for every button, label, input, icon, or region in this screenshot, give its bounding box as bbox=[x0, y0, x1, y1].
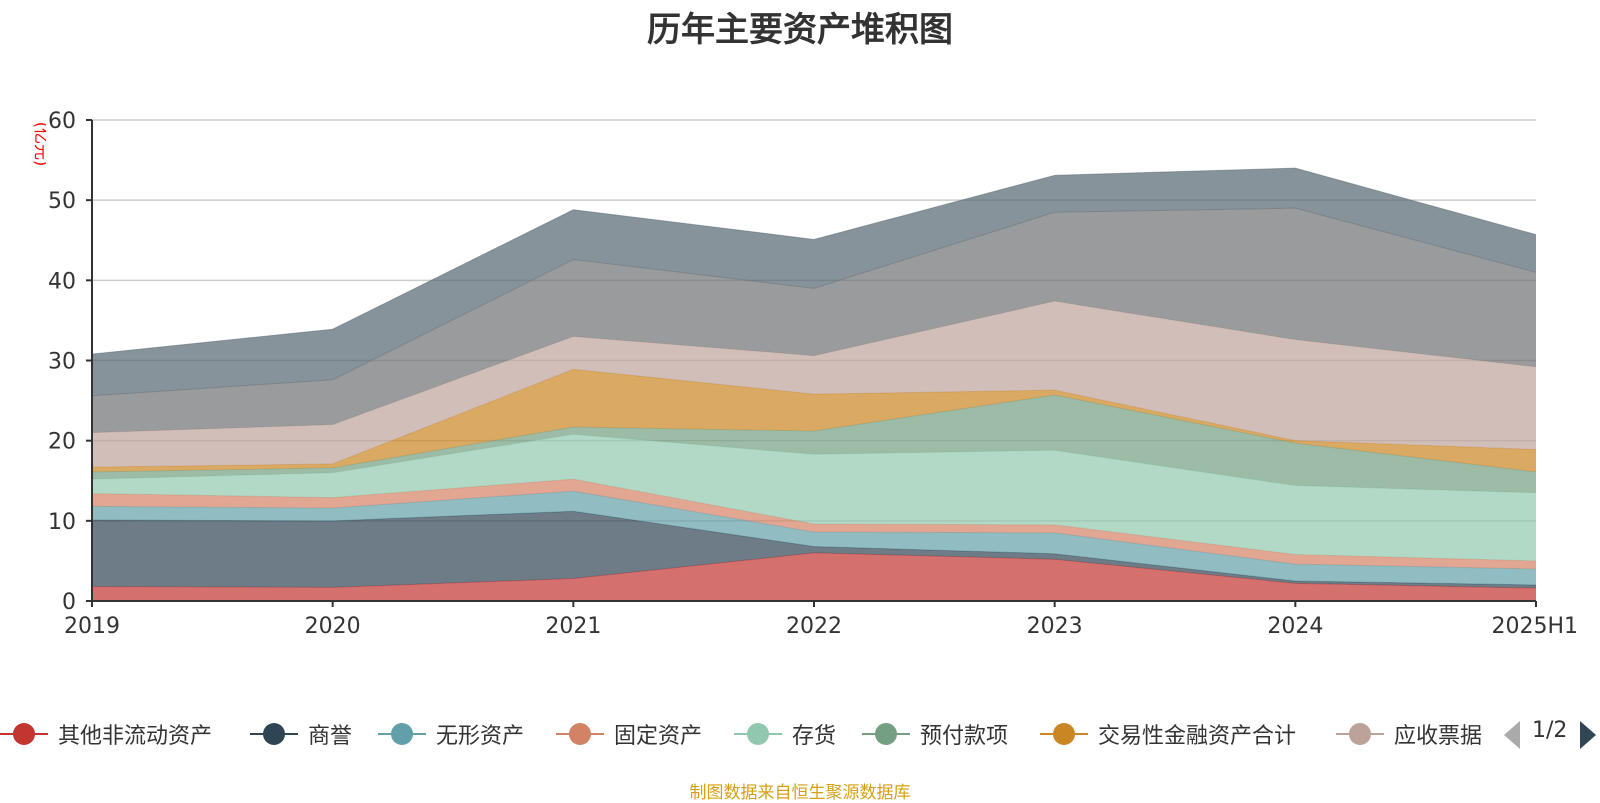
x-tick-label: 2019 bbox=[64, 614, 120, 639]
legend-label: 预付款项 bbox=[920, 724, 1009, 749]
x-tick-label: 2020 bbox=[305, 614, 361, 639]
x-tick-label: 2021 bbox=[545, 614, 601, 639]
legend-label: 商誉 bbox=[308, 724, 353, 749]
area-series-5 bbox=[92, 434, 1536, 561]
y-tick-label: 20 bbox=[48, 430, 76, 455]
legend-page-number: 1/2 bbox=[1532, 718, 1568, 743]
legend-item[interactable]: 应收票据 bbox=[1336, 716, 1482, 752]
area-series-1 bbox=[92, 552, 1536, 601]
legend-item[interactable]: 存货 bbox=[734, 716, 836, 752]
legend-marker-icon bbox=[556, 722, 604, 746]
legend-label: 存货 bbox=[792, 724, 837, 749]
legend-next-page-icon[interactable] bbox=[1580, 721, 1596, 749]
legend-item[interactable]: 预付款项 bbox=[862, 716, 1008, 752]
x-tick-label: 2022 bbox=[786, 614, 842, 639]
legend-marker-icon bbox=[862, 722, 910, 746]
area-series-edge bbox=[91, 167, 1537, 355]
area-series-8 bbox=[92, 301, 1536, 468]
legend-prev-page-icon[interactable] bbox=[1504, 721, 1520, 749]
y-tick-label: 50 bbox=[48, 189, 76, 214]
area-series-10 bbox=[92, 168, 1536, 396]
chart-title: 历年主要资产堆积图 bbox=[647, 10, 953, 50]
legend-item[interactable]: 无形资产 bbox=[378, 716, 524, 752]
legend-item[interactable]: 交易性金融资产合计 bbox=[1040, 716, 1296, 752]
legend-marker-icon bbox=[250, 722, 298, 746]
legend-label: 其他非流动资产 bbox=[58, 724, 213, 749]
x-tick-label: 2023 bbox=[1027, 614, 1083, 639]
legend-item[interactable]: 商誉 bbox=[250, 716, 352, 752]
stacked-area-chart: 0 10 20 30 40 50 60 2019 2020 2021 2022 2023 2024 202… bbox=[48, 109, 1578, 639]
area-series-9 bbox=[92, 208, 1536, 433]
area-series-2 bbox=[92, 511, 1536, 589]
x-tick-label: 2025H1 bbox=[1491, 614, 1578, 639]
y-axis-unit-label: (亿元) bbox=[32, 122, 46, 167]
legend-marker-icon bbox=[734, 722, 782, 746]
legend-item[interactable]: 固定资产 bbox=[556, 716, 702, 752]
legend-marker-icon bbox=[1040, 722, 1088, 746]
area-series-7 bbox=[92, 369, 1536, 472]
legend-label: 交易性金融资产合计 bbox=[1098, 724, 1297, 749]
area-series-3 bbox=[92, 491, 1536, 585]
y-tick-label: 10 bbox=[48, 510, 76, 535]
y-tick-label: 60 bbox=[48, 109, 76, 134]
y-axis-unit-text: (亿元) bbox=[32, 122, 46, 167]
source-note: 制图数据来自恒生聚源数据库 bbox=[689, 783, 911, 803]
legend-marker-icon bbox=[1336, 722, 1384, 746]
y-tick-label: 0 bbox=[62, 590, 76, 615]
legend-item[interactable]: 其他非流动资产 bbox=[0, 716, 212, 752]
legend-marker-icon bbox=[378, 722, 426, 746]
area-series-edge bbox=[91, 490, 1537, 570]
legend-pager: 1/2 bbox=[1496, 716, 1600, 752]
legend: 其他非流动资产 商誉 无形资产 固定资产 存货 预付款项 交易性金融资产合计 应收票据 bbox=[0, 716, 1490, 752]
legend-label: 固定资产 bbox=[614, 724, 703, 749]
y-tick-label: 30 bbox=[48, 350, 76, 375]
legend-label: 应收票据 bbox=[1394, 724, 1483, 749]
y-tick-label: 40 bbox=[48, 269, 76, 294]
legend-label: 无形资产 bbox=[436, 724, 525, 749]
legend-marker-icon bbox=[0, 722, 48, 746]
x-tick-label: 2024 bbox=[1267, 614, 1323, 639]
